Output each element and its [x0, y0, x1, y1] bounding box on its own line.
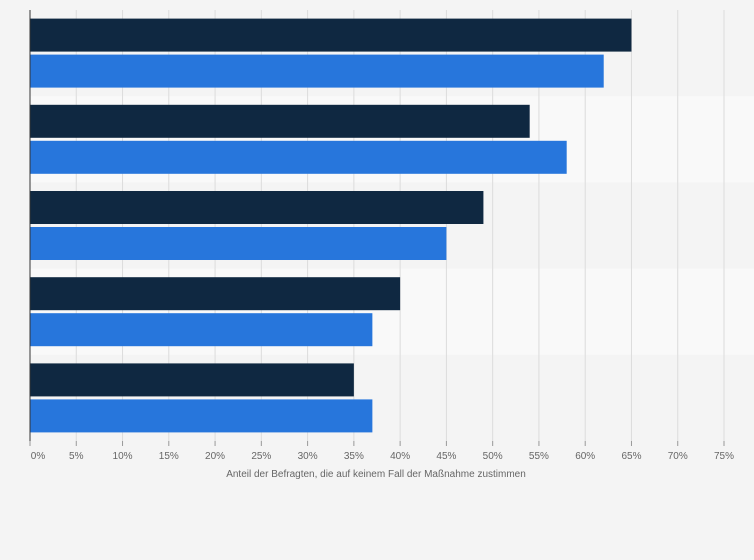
bar-series-1: [30, 104, 530, 138]
x-tick-label: 10%: [113, 451, 133, 462]
bar-series-2: [30, 313, 373, 347]
x-tick-label: 30%: [298, 451, 318, 462]
x-tick-label: 20%: [205, 451, 225, 462]
bar-series-1: [30, 191, 484, 224]
x-tick-label: 70%: [668, 451, 688, 462]
x-tick-label: 0%: [31, 451, 46, 462]
x-tick-label: 25%: [251, 451, 271, 462]
bar-series-2: [30, 140, 567, 174]
x-tick-label: 60%: [575, 451, 595, 462]
bar-series-2: [30, 54, 604, 88]
x-axis-ticks: 0% 5% 10% 15% 20% 25% 30% 35% 40% 45% 50% 55% 60% 65%…: [29, 441, 734, 462]
bar-series-2: [30, 399, 373, 433]
bars: [30, 18, 632, 433]
bar-series-2: [30, 227, 447, 260]
x-tick-label: 75%: [714, 451, 734, 462]
bar-series-1: [30, 18, 632, 52]
x-tick-label: 5%: [69, 451, 84, 462]
x-axis-title: Anteil der Befragten, die auf keinem Fal…: [226, 469, 526, 480]
x-tick-label: 50%: [483, 451, 503, 462]
x-tick-label: 45%: [436, 451, 456, 462]
x-tick-label: 15%: [159, 451, 179, 462]
x-tick-label: 65%: [621, 451, 641, 462]
x-tick-label: 55%: [529, 451, 549, 462]
x-tick-label: 35%: [344, 451, 364, 462]
x-tick-label: 40%: [390, 451, 410, 462]
bar-series-1: [30, 277, 401, 311]
bar-series-1: [30, 363, 354, 397]
